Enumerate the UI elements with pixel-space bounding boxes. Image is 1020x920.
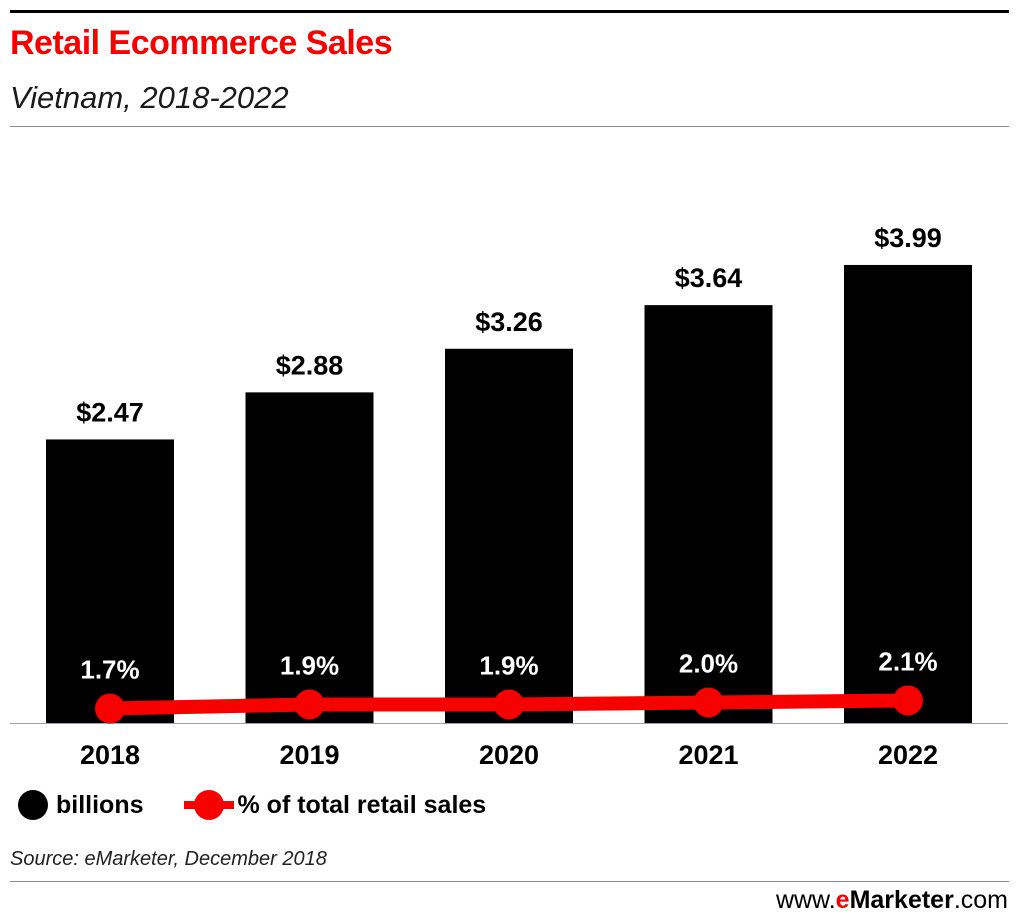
- percent-point-2018: [95, 693, 125, 724]
- percent-point-2020: [494, 689, 524, 720]
- x-tick-label: 2019: [279, 740, 339, 770]
- x-tick-label: 2020: [479, 740, 539, 770]
- legend-bar-label: billions: [56, 790, 144, 819]
- bar-2020: [445, 348, 573, 723]
- website-brand-rest: Marketer: [849, 886, 954, 914]
- legend: billions % of total retail sales: [18, 790, 526, 820]
- legend-item-percent: % of total retail sales: [183, 790, 487, 820]
- x-tick-label: 2022: [878, 740, 938, 770]
- chart-title: Retail Ecommerce Sales: [10, 24, 393, 62]
- percent-point-2019: [294, 689, 325, 720]
- bar-2022: [844, 264, 972, 723]
- bar-2018: [46, 439, 174, 723]
- percent-point-2021: [693, 687, 724, 718]
- legend-line-label: % of total retail sales: [237, 790, 487, 819]
- legend-item-billions: billions: [18, 790, 144, 820]
- chart-area: $2.47 2018 $2.88 2019 $3.26 2020 $3.64 2021 $3.9…: [10, 223, 1008, 770]
- percent-value-label: 1.7%: [80, 655, 139, 685]
- percent-value-label: 2.0%: [679, 649, 738, 679]
- chart-subtitle: Vietnam, 2018-2022: [10, 80, 289, 115]
- source-note: Source: eMarketer, December 2018: [10, 848, 327, 870]
- website-brand-e: e: [835, 886, 850, 914]
- top-rule: [10, 10, 1009, 13]
- legend-line-swatch: [183, 790, 234, 820]
- bar-value-label: $2.47: [76, 397, 144, 427]
- x-tick-label: 2018: [80, 740, 140, 770]
- bar-2021: [644, 305, 773, 723]
- website-suffix: .com: [953, 886, 1008, 914]
- x-tick-label: 2021: [678, 740, 738, 770]
- bar-value-label: $3.26: [475, 307, 543, 337]
- percent-value-label: 2.1%: [878, 647, 937, 677]
- bar-value-label: $2.88: [276, 350, 344, 380]
- percent-point-2022: [893, 685, 923, 716]
- bar-value-label: $3.99: [874, 223, 942, 253]
- percent-value-label: 1.9%: [479, 651, 538, 681]
- bar-value-label: $3.64: [675, 263, 743, 293]
- legend-bar-swatch: [18, 790, 48, 820]
- percent-value-label: 1.9%: [280, 651, 339, 681]
- website-prefix: www.: [775, 886, 836, 914]
- website-footer: www.eMarketer.com: [776, 886, 1008, 915]
- bar-2019: [245, 392, 374, 723]
- bottom-rule: [10, 881, 1009, 882]
- subtitle-rule: [10, 126, 1009, 127]
